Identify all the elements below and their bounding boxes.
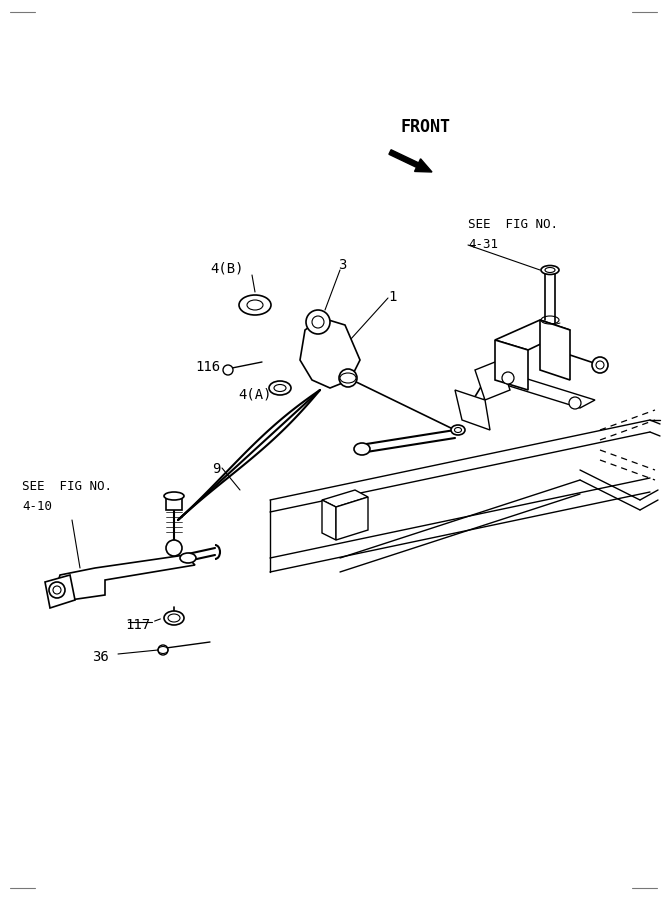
Circle shape (339, 369, 357, 387)
Polygon shape (322, 490, 368, 507)
Text: 4(A): 4(A) (238, 388, 271, 402)
Polygon shape (540, 320, 570, 380)
Ellipse shape (269, 381, 291, 395)
Text: 4-31: 4-31 (468, 238, 498, 251)
Text: SEE  FIG NO.: SEE FIG NO. (468, 218, 558, 231)
Text: 117: 117 (125, 618, 150, 632)
Text: 4-10: 4-10 (22, 500, 52, 513)
Polygon shape (55, 555, 195, 600)
Polygon shape (166, 498, 182, 510)
Text: SEE  FIG NO.: SEE FIG NO. (22, 480, 112, 493)
Text: 1: 1 (388, 290, 396, 304)
Polygon shape (336, 497, 368, 540)
Ellipse shape (451, 425, 465, 435)
Ellipse shape (180, 553, 196, 563)
Ellipse shape (592, 357, 608, 373)
Circle shape (49, 582, 65, 598)
Text: 9: 9 (212, 462, 220, 476)
Polygon shape (490, 372, 595, 408)
FancyArrow shape (389, 149, 432, 172)
Text: FRONT: FRONT (400, 118, 450, 136)
Ellipse shape (354, 443, 370, 455)
Text: 3: 3 (338, 258, 346, 272)
Circle shape (166, 540, 182, 556)
Polygon shape (475, 360, 510, 400)
Polygon shape (495, 340, 528, 390)
Circle shape (569, 397, 581, 409)
Ellipse shape (239, 295, 271, 315)
Text: 36: 36 (92, 650, 109, 664)
Circle shape (223, 365, 233, 375)
Text: 4(B): 4(B) (210, 262, 243, 276)
Polygon shape (455, 390, 490, 430)
Text: 116: 116 (195, 360, 220, 374)
Circle shape (158, 645, 168, 655)
Polygon shape (45, 575, 75, 608)
Ellipse shape (164, 492, 184, 500)
Ellipse shape (164, 611, 184, 625)
Ellipse shape (541, 266, 559, 274)
Circle shape (502, 372, 514, 384)
Polygon shape (300, 318, 360, 388)
Circle shape (306, 310, 330, 334)
Polygon shape (495, 320, 570, 350)
Polygon shape (322, 500, 336, 540)
